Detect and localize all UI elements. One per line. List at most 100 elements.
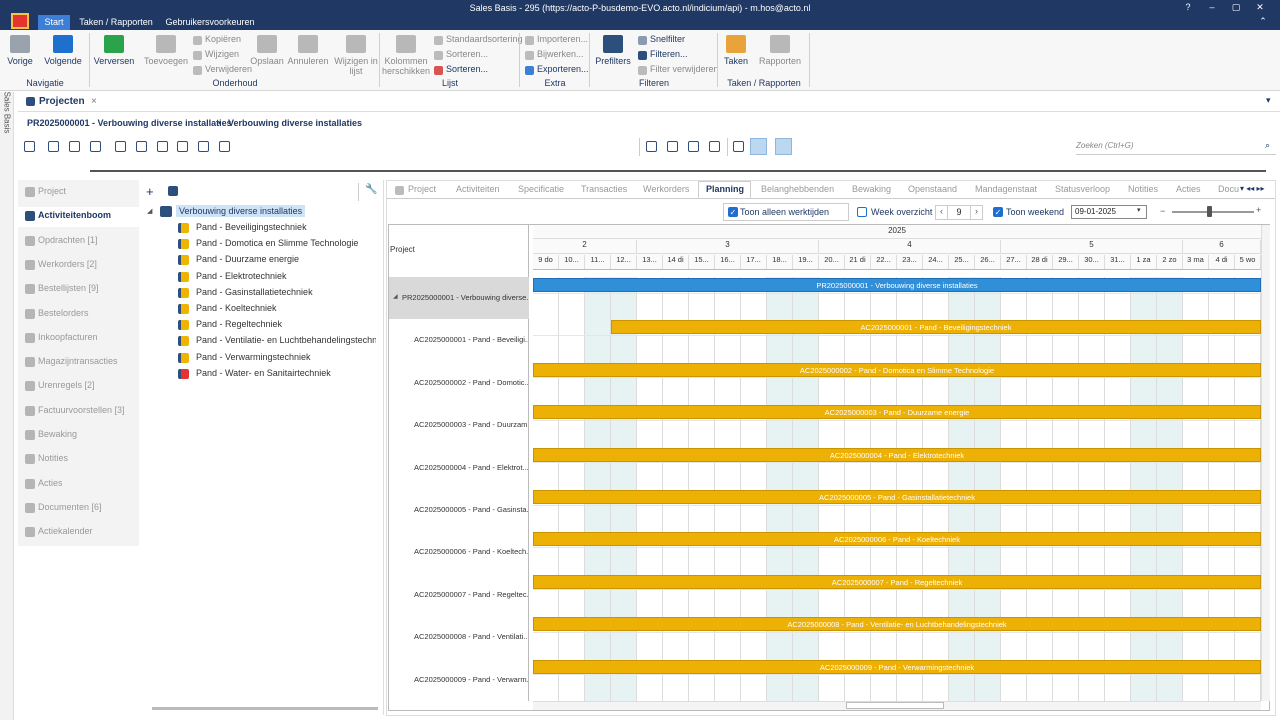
nav-item[interactable]: Bestelorders [38, 308, 89, 318]
zoom-out[interactable]: − [1160, 206, 1165, 216]
doc-menu[interactable]: ▾ [1266, 95, 1271, 106]
gantt-bar[interactable]: AC2025000005 - Pand - Gasinstallatietech… [533, 490, 1261, 504]
tree-node[interactable]: Pand - Water- en Sanitairtechniek [196, 368, 376, 378]
toolbar-button[interactable] [646, 141, 657, 152]
spin-next[interactable]: › [970, 206, 982, 219]
option-label[interactable]: Toon weekend [1006, 207, 1064, 217]
detail-tab[interactable]: Belanghebbenden [761, 184, 834, 194]
gantt-bar[interactable]: AC2025000009 - Pand - Verwarmingstechnie… [533, 660, 1261, 674]
tree-node[interactable]: Pand - Domotica en Slimme Technologie [196, 238, 376, 248]
week-input[interactable]: 9 [948, 207, 970, 217]
toolbar-button[interactable] [69, 141, 80, 152]
nav-item[interactable]: Bewaking [38, 429, 77, 439]
toolbar-button[interactable] [709, 141, 720, 152]
option-label[interactable]: Toon alleen werktijden [740, 207, 829, 217]
ribbon-button[interactable]: Sorteren... [446, 49, 488, 59]
ribbon-button[interactable]: Standaardsortering [446, 34, 523, 44]
toolbar-button[interactable] [157, 141, 168, 152]
ribbon-button[interactable]: Bijwerken... [537, 49, 584, 59]
nav-item[interactable]: Documenten [6] [38, 502, 102, 512]
detail-tab[interactable]: Werkorders [643, 184, 689, 194]
detail-tab[interactable]: Planning [706, 184, 744, 194]
nav-item[interactable]: Bestellijsten [9] [38, 283, 99, 293]
gantt-bar[interactable]: AC2025000008 - Pand - Ventilatie- en Luc… [533, 617, 1261, 631]
breadcrumb-item[interactable]: PR2025000001 - Verbouwing diverse instal… [27, 118, 232, 128]
tree-node[interactable]: Pand - Ventilatie- en Luchtbehandelingst… [196, 335, 376, 345]
zoom-in[interactable]: + [1256, 205, 1261, 215]
ribbon-button[interactable]: Kopiëren [205, 34, 241, 44]
detail-tab[interactable]: Mandagenstaat [975, 184, 1037, 194]
ribbon-button[interactable]: Wijzigen [205, 49, 239, 59]
tree-expander[interactable]: ◢ [147, 207, 152, 215]
date-drop[interactable]: ▾ [1137, 206, 1141, 214]
checkbox[interactable]: ✓ [728, 207, 738, 217]
tree-node[interactable]: Pand - Duurzame energie [196, 254, 376, 264]
toolbar-button[interactable] [177, 141, 188, 152]
window-control[interactable]: ? [1181, 2, 1195, 12]
toolbar-button[interactable] [24, 141, 35, 152]
checkbox[interactable]: ✓ [993, 207, 1003, 217]
toolbar-button[interactable] [733, 141, 744, 152]
ribbon-button[interactable]: Verversen [84, 56, 144, 66]
tree-root[interactable]: Verbouwing diverse installaties [176, 205, 305, 217]
row-expander[interactable]: ◢ [393, 293, 398, 300]
tree-node[interactable]: Pand - Koeltechniek [196, 303, 376, 313]
detail-tab[interactable]: Bewaking [852, 184, 891, 194]
tree-node[interactable]: Pand - Regeltechniek [196, 319, 376, 329]
nav-item[interactable]: Factuurvoorstellen [3] [38, 405, 125, 415]
spin-prev[interactable]: ‹ [936, 206, 948, 219]
ribbon-button[interactable]: Importeren... [537, 34, 588, 44]
nav-item[interactable]: Project [38, 186, 66, 196]
gantt-row-label[interactable]: AC2025000001 - Pand - Beveiligi... [414, 335, 528, 344]
gantt-row-label[interactable]: AC2025000003 - Pand - Duurzam... [414, 420, 528, 429]
breadcrumb-item[interactable]: Verbouwing diverse installaties [228, 118, 362, 128]
tree-node[interactable]: Pand - Verwarmingstechniek [196, 352, 376, 362]
date-picker[interactable]: 09-01-2025 [1071, 205, 1147, 219]
nav-item[interactable]: Notities [38, 453, 68, 463]
detail-tab[interactable]: Notities [1128, 184, 1158, 194]
tree-wrench[interactable]: 🔧 [365, 184, 377, 195]
gantt-row-label[interactable]: AC2025000009 - Pand - Verwarm... [414, 675, 528, 684]
detail-tab[interactable]: Transacties [581, 184, 627, 194]
document-tab[interactable]: Projecten [39, 96, 85, 107]
tree-node[interactable]: Pand - Gasinstallatietechniek [196, 287, 376, 297]
doc-tab-close[interactable]: × [91, 96, 97, 107]
menu-tab[interactable]: Taken / Rapporten [74, 15, 158, 30]
nav-item[interactable]: Actiekalender [38, 526, 93, 536]
toolbar-button[interactable] [750, 138, 767, 155]
nav-item[interactable]: Acties [38, 478, 63, 488]
gantt-bar[interactable]: AC2025000007 - Pand - Regeltechniek [533, 575, 1261, 589]
toolbar-button[interactable] [115, 141, 126, 152]
nav-item[interactable]: Inkoopfacturen [38, 332, 98, 342]
gantt-row-label[interactable]: AC2025000008 - Pand - Ventilati... [414, 632, 528, 641]
ribbon-button[interactable]: Sorteren... [446, 64, 488, 74]
zoom-thumb[interactable] [1207, 206, 1212, 217]
option-label[interactable]: Week overzicht [871, 207, 932, 217]
nav-item[interactable]: Magazijntransacties [38, 356, 118, 366]
gantt-row-label[interactable]: AC2025000006 - Pand - Koeltech... [414, 547, 528, 556]
toolbar-button[interactable] [198, 141, 209, 152]
detail-tab[interactable]: Activiteiten [456, 184, 500, 194]
tree-add[interactable]: + [146, 184, 154, 199]
toolbar-button[interactable] [688, 141, 699, 152]
gantt-bar[interactable]: AC2025000001 - Pand - Beveiligingstechni… [611, 320, 1261, 334]
gantt-bar[interactable]: AC2025000003 - Pand - Duurzame energie [533, 405, 1261, 419]
window-control[interactable]: – [1205, 2, 1219, 12]
tab-scroll[interactable]: ▾ ◂◂ ▸▸ [1240, 184, 1265, 193]
detail-tab[interactable]: Openstaand [908, 184, 957, 194]
window-control[interactable]: ✕ [1253, 2, 1267, 13]
ribbon-button[interactable]: Wijzigen in lijst [334, 56, 378, 76]
ribbon-button[interactable]: Rapporten [750, 56, 810, 66]
detail-tab[interactable]: Acties [1176, 184, 1201, 194]
search-icon[interactable]: ⌕ [1265, 140, 1270, 151]
toolbar-button[interactable] [48, 141, 59, 152]
menu-tab[interactable]: Start [38, 15, 70, 30]
ribbon-button[interactable]: Kolommen herschikken [378, 56, 434, 76]
detail-tab[interactable]: Project [408, 184, 436, 194]
nav-item[interactable]: Activiteitenboom [38, 210, 111, 220]
gantt-row-label[interactable]: AC2025000007 - Pand - Regeltec... [414, 590, 528, 599]
toolbar-button[interactable] [667, 141, 678, 152]
gantt-bar[interactable]: AC2025000004 - Pand - Elektrotechniek [533, 448, 1261, 462]
gantt-bar[interactable]: PR2025000001 - Verbouwing diverse instal… [533, 278, 1261, 292]
ribbon-button[interactable]: Filteren... [650, 49, 688, 59]
